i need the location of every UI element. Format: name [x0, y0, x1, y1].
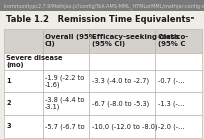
- Bar: [89, 92, 155, 115]
- Bar: [155, 70, 202, 92]
- Text: -10.0 (-12.0 to -8.0): -10.0 (-12.0 to -8.0): [92, 123, 157, 130]
- Bar: [4, 115, 43, 138]
- Bar: [155, 92, 202, 115]
- Text: -3.3 (-4.0 to -2.7): -3.3 (-4.0 to -2.7): [92, 78, 149, 84]
- Text: -2.0 (-…: -2.0 (-…: [158, 123, 185, 130]
- Text: 1: 1: [7, 78, 11, 84]
- Text: -0.7 (-…: -0.7 (-…: [158, 78, 185, 84]
- Bar: [155, 115, 202, 138]
- Bar: [89, 53, 155, 70]
- Bar: [4, 53, 43, 70]
- Bar: [0, 0, 204, 12]
- Text: Severe disease
(mo): Severe disease (mo): [7, 55, 63, 68]
- Bar: [43, 29, 89, 53]
- Text: Table 1.2   Remission Time Equivalentsᵃ: Table 1.2 Remission Time Equivalentsᵃ: [6, 16, 194, 24]
- Bar: [4, 70, 43, 92]
- Bar: [43, 53, 89, 70]
- Bar: [4, 92, 43, 115]
- Bar: [43, 115, 89, 138]
- Text: 2: 2: [7, 100, 11, 106]
- Text: Cortico-
(95% C: Cortico- (95% C: [158, 34, 189, 48]
- Text: -5.7 (-6.7 to: -5.7 (-6.7 to: [45, 123, 85, 130]
- Text: -1.3 (-…: -1.3 (-…: [158, 100, 184, 107]
- Bar: [89, 115, 155, 138]
- Bar: [89, 29, 155, 53]
- Text: Efficacy-seeking class
(95% CI): Efficacy-seeking class (95% CI): [92, 34, 179, 48]
- Bar: [43, 70, 89, 92]
- Text: -3.8 (-4.4 to
-3.1): -3.8 (-4.4 to -3.1): [45, 96, 85, 110]
- Bar: [4, 29, 43, 53]
- Text: Overall (95%
CI): Overall (95% CI): [45, 34, 96, 48]
- Text: -1.9 (-2.2 to
-1.6): -1.9 (-2.2 to -1.6): [45, 74, 84, 88]
- Bar: [89, 70, 155, 92]
- Bar: [43, 92, 89, 115]
- Bar: [155, 29, 202, 53]
- Text: lcommunitypc2.7.9/MathJax.js?config/TeX-AMS-MML_HTMLorMML/mathjar-config-classic: lcommunitypc2.7.9/MathJax.js?config/TeX-…: [3, 3, 204, 9]
- Bar: [155, 53, 202, 70]
- Text: -6.7 (-8.0 to -5.3): -6.7 (-8.0 to -5.3): [92, 100, 149, 107]
- Text: 3: 3: [7, 123, 11, 129]
